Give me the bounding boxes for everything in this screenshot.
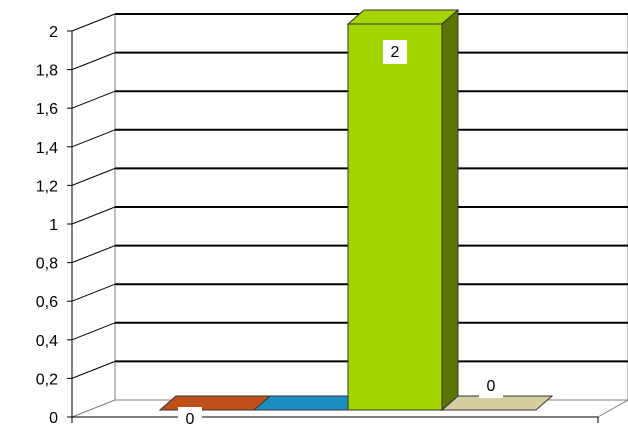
bar (346, 8, 460, 412)
bar-data-labels: 0 2 0 (178, 40, 503, 427)
y-tick-label: 0,8 (36, 256, 58, 273)
gridline-side (71, 129, 116, 148)
y-tick-label: 1,2 (36, 178, 58, 195)
bar-top-face (440, 395, 554, 411)
y-axis-tick-labels: 0 0,2 0,4 0,6 0,8 1 1,2 1,4 1,6 1,8 2 (36, 24, 58, 427)
gridline-side (71, 167, 116, 186)
chart-bars (158, 8, 554, 412)
bar (158, 395, 272, 411)
bar-top-face (346, 9, 460, 25)
chart-axes (67, 30, 599, 423)
y-tick-label: 1 (49, 217, 58, 234)
bar-side-face (441, 8, 459, 412)
y-tick-label: 2 (49, 24, 58, 41)
bar (440, 395, 554, 411)
data-label: 0 (178, 407, 202, 427)
gridline-side (71, 245, 116, 264)
data-label-text: 0 (487, 378, 496, 395)
y-tick-label: 0,6 (36, 294, 58, 311)
y-tick-label: 1,8 (36, 63, 58, 80)
y-tick-label: 0 (49, 410, 58, 427)
gridline-side (71, 206, 116, 225)
y-tick-label: 0,2 (36, 371, 58, 388)
bar-top-face (158, 395, 272, 411)
data-label-text: 2 (391, 44, 400, 61)
data-label-text: 0 (186, 411, 195, 427)
bar-front-face (347, 23, 443, 411)
data-label-background (178, 407, 202, 427)
gridline-side (71, 13, 116, 32)
gridline-side (71, 322, 116, 341)
gridline-side (71, 90, 116, 109)
gridline-side (71, 283, 116, 302)
data-label-background (479, 374, 503, 398)
y-tick-label: 0,4 (36, 333, 58, 350)
gridline-side (71, 52, 116, 71)
y-tick-label: 1,4 (36, 140, 58, 157)
y-tick-label: 1,6 (36, 101, 58, 118)
data-label: 2 (383, 40, 407, 64)
data-label-background (383, 40, 407, 64)
data-label: 0 (479, 374, 503, 398)
gridline-side (71, 360, 116, 379)
